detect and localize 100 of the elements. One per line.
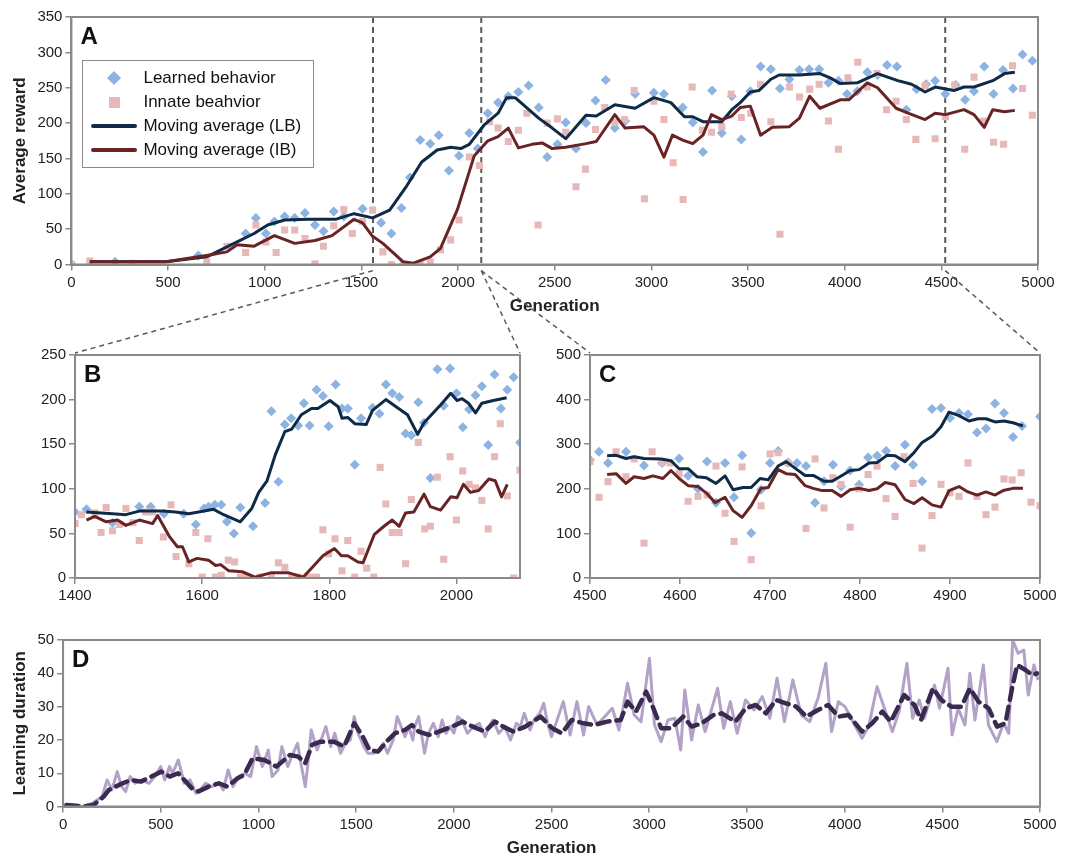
x-tick-label: 3500 <box>730 814 764 832</box>
point <box>729 492 740 503</box>
point <box>882 495 890 503</box>
x-tick-label: 4000 <box>828 272 862 290</box>
point <box>273 476 284 487</box>
point <box>811 455 819 463</box>
y-tick-label: 0 <box>54 254 63 272</box>
point <box>413 397 424 408</box>
point <box>1027 498 1035 506</box>
x-tick-label: 1500 <box>344 272 379 290</box>
point <box>356 413 367 424</box>
point <box>766 450 774 458</box>
legend-label: Learned behavior <box>143 67 276 89</box>
x-tick-label: 5000 <box>1021 272 1055 290</box>
point <box>801 461 812 472</box>
legend-label: Innate beahvior <box>143 91 261 113</box>
point <box>890 461 901 472</box>
point <box>483 440 494 451</box>
y-tick-label: 200 <box>556 478 582 496</box>
point <box>1008 476 1016 484</box>
point <box>304 420 315 431</box>
x-tick-label: 1500 <box>339 814 373 832</box>
y-tick-label: 150 <box>37 148 63 166</box>
point <box>380 379 391 390</box>
y-tick-label: 300 <box>37 42 63 60</box>
x-tick-label: 4900 <box>933 586 967 604</box>
point <box>298 398 309 409</box>
point <box>963 409 973 420</box>
point <box>746 527 757 538</box>
y-tick-label: 300 <box>556 434 582 452</box>
x-tick-label: 4500 <box>573 586 607 604</box>
point <box>712 462 720 470</box>
point <box>604 478 612 486</box>
point <box>683 470 694 481</box>
point <box>720 457 731 468</box>
y-tick-label: 100 <box>556 523 582 541</box>
x-tick-label: 4700 <box>753 586 787 604</box>
point <box>457 422 468 433</box>
y-tick-label: 500 <box>556 345 582 363</box>
point <box>927 403 938 414</box>
point <box>908 459 919 470</box>
point <box>864 470 872 479</box>
point <box>406 430 417 441</box>
y-tick-label: 100 <box>41 478 67 496</box>
x-tick-label: 5000 <box>1023 814 1057 832</box>
point <box>387 388 398 399</box>
point <box>640 539 648 547</box>
point <box>684 497 692 505</box>
point <box>909 479 917 487</box>
point <box>260 498 271 509</box>
chart-title: A <box>80 21 98 49</box>
point <box>900 439 911 450</box>
point <box>747 556 755 564</box>
point <box>228 528 239 539</box>
point <box>221 516 232 527</box>
y-axis-title: Average reward <box>9 77 29 205</box>
point <box>738 463 746 471</box>
x-tick-label: 2500 <box>534 814 569 832</box>
point <box>982 511 990 519</box>
y-tick-label: 200 <box>37 113 63 131</box>
x-tick-label: 500 <box>155 272 181 290</box>
point <box>235 502 246 513</box>
point <box>936 403 947 414</box>
x-axis-title: Generation <box>509 296 600 316</box>
x-tick-label: 2000 <box>441 272 475 290</box>
point <box>621 446 632 457</box>
legend-label: Moving average (IB) <box>143 139 297 161</box>
point <box>917 476 928 487</box>
point <box>279 419 290 430</box>
point <box>837 480 845 488</box>
point <box>445 363 456 374</box>
point <box>266 406 277 417</box>
point <box>317 391 328 402</box>
point <box>594 446 605 457</box>
x-tick-label: 2000 <box>439 586 474 604</box>
point <box>774 449 782 457</box>
point <box>476 381 487 392</box>
point <box>248 521 259 532</box>
point <box>792 457 803 468</box>
x-tick-label: 4500 <box>924 272 959 290</box>
point <box>502 384 513 395</box>
y-axis-title: Learning duration <box>9 651 29 796</box>
point <box>863 452 874 463</box>
point <box>1017 469 1025 477</box>
x-tick-label: 4600 <box>663 586 697 604</box>
x-tick-label: 1000 <box>248 272 282 290</box>
point <box>330 379 341 390</box>
point <box>489 369 500 380</box>
point <box>765 457 776 468</box>
point <box>349 459 360 470</box>
x-tick-label: 2000 <box>437 814 471 832</box>
point <box>1000 475 1008 483</box>
point <box>495 403 506 414</box>
point <box>757 502 765 510</box>
point <box>508 372 519 383</box>
point <box>702 456 713 467</box>
x-tick-label: 4000 <box>827 814 862 832</box>
point <box>286 413 297 424</box>
point <box>432 364 443 375</box>
y-tick-label: 10 <box>37 763 55 781</box>
